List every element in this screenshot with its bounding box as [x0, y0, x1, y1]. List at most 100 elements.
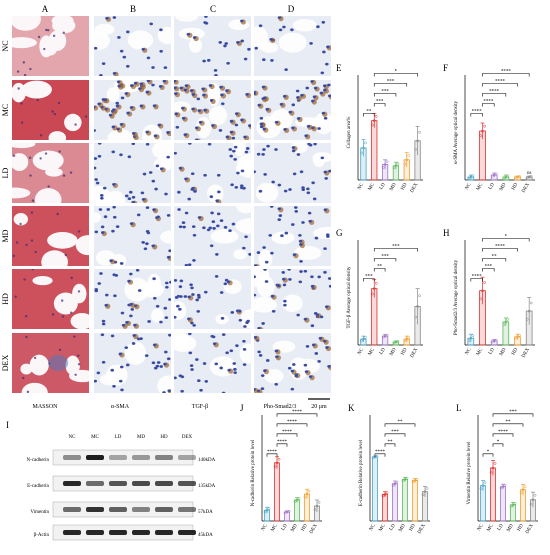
data-point — [415, 477, 419, 481]
x-tick-label-mc: MC — [368, 347, 377, 357]
data-point — [527, 309, 531, 313]
x-tick-label-hd: HD — [401, 182, 409, 191]
significance-label: *** — [376, 100, 384, 105]
blot-lane-label-dex: DEX — [182, 435, 193, 440]
significance-bracket — [373, 73, 418, 77]
significance-label: *** — [381, 90, 389, 95]
data-point — [396, 339, 400, 343]
column-letter-c: C — [210, 4, 216, 14]
tissue-image-3-hd — [254, 269, 331, 329]
x-tick-label-nc: NC — [477, 523, 485, 532]
x-tick-label-dex: DEX — [410, 347, 420, 359]
significance-bracket — [266, 453, 278, 457]
tissue-image-3-ld — [254, 143, 331, 203]
data-point — [469, 175, 473, 179]
x-tick-label-ld: LD — [497, 523, 505, 532]
data-point — [518, 175, 521, 178]
blot-band-3-5 — [178, 530, 196, 535]
panel-letter-l: L — [456, 403, 462, 413]
data-point — [467, 176, 471, 180]
data-point — [425, 487, 429, 490]
panel-letter-j: J — [240, 403, 244, 413]
x-tick-label-mc: MC — [487, 523, 496, 533]
significance-label: ** — [492, 255, 498, 260]
tissue-image-3-mc — [254, 80, 331, 140]
data-point — [492, 173, 496, 177]
data-point — [467, 339, 471, 343]
significance-bracket — [482, 103, 495, 107]
significance-label: **** — [375, 450, 386, 455]
significance-bracket — [482, 453, 494, 457]
tissue-image-0-md — [12, 206, 89, 266]
data-point — [479, 487, 483, 491]
x-tick-label-ld: LD — [488, 347, 496, 356]
data-point — [403, 339, 407, 343]
blot-size-2: 57kDA — [198, 510, 213, 515]
significance-bracket — [482, 83, 518, 87]
x-tick-label-dex: DEX — [410, 182, 420, 194]
data-point — [277, 457, 281, 461]
tissue-image-0-hd — [12, 269, 89, 329]
significance-bracket — [482, 93, 507, 97]
blot-size-0: 140kDA — [198, 458, 216, 463]
y-axis-label: Vimentin Relative protein level — [467, 441, 472, 504]
column-letter-b: B — [130, 4, 136, 14]
chart-h: H Pho-Smad2/3 Average optical density NC MC… — [443, 228, 535, 359]
blot-protein-0: N-cadherin — [27, 458, 50, 463]
significance-bracket — [373, 103, 386, 107]
x-tick-label-md: MD — [389, 347, 398, 357]
data-point — [414, 315, 417, 319]
tissue-image-3-nc — [254, 16, 331, 76]
blot-band-1-2 — [109, 481, 127, 486]
significance-label: *** — [509, 410, 517, 415]
significance-bracket — [492, 433, 514, 437]
significance-label: ** — [398, 420, 404, 425]
significance-label: **** — [472, 275, 483, 280]
significance-bracket — [492, 443, 504, 447]
data-point — [374, 115, 378, 118]
bar-k-hd — [412, 480, 418, 522]
tissue-image-1-md — [94, 206, 171, 266]
x-tick-label-ld: LD — [389, 523, 397, 532]
tissue-image-1-dex — [94, 333, 171, 393]
significance-label: **** — [483, 100, 494, 105]
data-point — [360, 151, 363, 155]
data-point — [490, 174, 494, 178]
data-point — [511, 503, 515, 507]
data-point — [489, 471, 493, 474]
bar-k-nc — [372, 456, 378, 522]
tissue-image-1-hd — [94, 269, 171, 329]
significance-bracket — [373, 248, 418, 252]
significance-bracket — [374, 453, 386, 457]
significance-bracket — [384, 433, 406, 437]
data-point — [529, 301, 533, 305]
data-point — [504, 175, 508, 179]
tissue-image-0-ld — [12, 143, 89, 203]
data-point — [405, 158, 409, 162]
stain-label-masson: MASSON — [32, 404, 58, 410]
x-tick-label-md: MD — [499, 182, 508, 192]
data-point — [381, 335, 385, 339]
data-point — [506, 318, 510, 321]
x-tick-label-hd: HD — [409, 523, 417, 532]
x-tick-label-hd: HD — [511, 347, 519, 356]
data-point — [267, 507, 271, 510]
tissue-image-0-dex — [12, 333, 89, 393]
bar-j-md — [294, 499, 300, 522]
tissue-image-1-nc — [94, 16, 171, 76]
data-point — [307, 489, 311, 493]
significance-bracket — [384, 443, 396, 447]
x-tick-label-nc: NC — [357, 182, 365, 191]
data-point — [479, 297, 482, 301]
significance-label: * — [487, 450, 490, 455]
data-point — [481, 129, 484, 133]
significance-label: **** — [292, 410, 303, 415]
significance-label: **** — [489, 90, 500, 95]
data-point — [392, 166, 396, 170]
x-tick-label-md: MD — [506, 523, 515, 533]
x-tick-label-nc: NC — [369, 523, 377, 532]
tissue-image-1-mc — [94, 80, 171, 140]
panel-letter-e: E — [336, 63, 342, 73]
blot-band-0-5 — [178, 455, 196, 460]
